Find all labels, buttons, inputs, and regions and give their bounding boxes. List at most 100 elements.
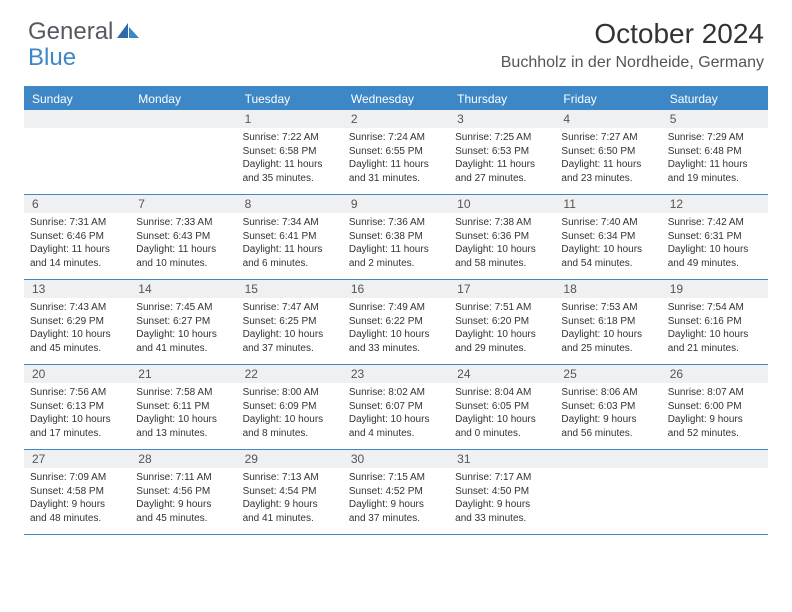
day-number: 12 (662, 195, 768, 213)
day-number: 5 (662, 110, 768, 128)
day-details: Sunrise: 8:00 AMSunset: 6:09 PMDaylight:… (237, 383, 343, 446)
sunset-text: Sunset: 6:13 PM (30, 400, 124, 414)
sunrise-text: Sunrise: 7:31 AM (30, 216, 124, 230)
day-details: Sunrise: 8:02 AMSunset: 6:07 PMDaylight:… (343, 383, 449, 446)
sunset-text: Sunset: 6:50 PM (561, 145, 655, 159)
day-number: 15 (237, 280, 343, 298)
day-details: Sunrise: 7:25 AMSunset: 6:53 PMDaylight:… (449, 128, 555, 191)
calendar-cell: 26Sunrise: 8:07 AMSunset: 6:00 PMDayligh… (662, 365, 768, 449)
day-number: 6 (24, 195, 130, 213)
day-details: Sunrise: 7:33 AMSunset: 6:43 PMDaylight:… (130, 213, 236, 276)
day-number: 17 (449, 280, 555, 298)
sunrise-text: Sunrise: 7:33 AM (136, 216, 230, 230)
sunrise-text: Sunrise: 8:04 AM (455, 386, 549, 400)
calendar-cell: 21Sunrise: 7:58 AMSunset: 6:11 PMDayligh… (130, 365, 236, 449)
calendar-cell: 30Sunrise: 7:15 AMSunset: 4:52 PMDayligh… (343, 450, 449, 534)
calendar: Sunday Monday Tuesday Wednesday Thursday… (24, 86, 768, 535)
sunset-text: Sunset: 6:31 PM (668, 230, 762, 244)
sunrise-text: Sunrise: 7:24 AM (349, 131, 443, 145)
sunset-text: Sunset: 6:53 PM (455, 145, 549, 159)
day-number: 13 (24, 280, 130, 298)
calendar-cell: 3Sunrise: 7:25 AMSunset: 6:53 PMDaylight… (449, 110, 555, 194)
day-details: Sunrise: 7:15 AMSunset: 4:52 PMDaylight:… (343, 468, 449, 531)
sunrise-text: Sunrise: 7:36 AM (349, 216, 443, 230)
day-number (662, 450, 768, 468)
month-title: October 2024 (501, 18, 764, 50)
calendar-cell: 18Sunrise: 7:53 AMSunset: 6:18 PMDayligh… (555, 280, 661, 364)
day-details: Sunrise: 7:54 AMSunset: 6:16 PMDaylight:… (662, 298, 768, 361)
day-number: 16 (343, 280, 449, 298)
day-number: 25 (555, 365, 661, 383)
day-details: Sunrise: 7:31 AMSunset: 6:46 PMDaylight:… (24, 213, 130, 276)
sunrise-text: Sunrise: 7:58 AM (136, 386, 230, 400)
daylight-text: Daylight: 10 hours and 13 minutes. (136, 413, 230, 440)
weekday-header: Tuesday (237, 88, 343, 110)
daylight-text: Daylight: 11 hours and 2 minutes. (349, 243, 443, 270)
calendar-cell (662, 450, 768, 534)
sunrise-text: Sunrise: 7:42 AM (668, 216, 762, 230)
calendar-cell: 17Sunrise: 7:51 AMSunset: 6:20 PMDayligh… (449, 280, 555, 364)
daylight-text: Daylight: 10 hours and 45 minutes. (30, 328, 124, 355)
day-details: Sunrise: 7:11 AMSunset: 4:56 PMDaylight:… (130, 468, 236, 531)
sunset-text: Sunset: 4:58 PM (30, 485, 124, 499)
sunset-text: Sunset: 4:54 PM (243, 485, 337, 499)
sunset-text: Sunset: 6:29 PM (30, 315, 124, 329)
daylight-text: Daylight: 9 hours and 56 minutes. (561, 413, 655, 440)
calendar-cell: 24Sunrise: 8:04 AMSunset: 6:05 PMDayligh… (449, 365, 555, 449)
calendar-cell: 5Sunrise: 7:29 AMSunset: 6:48 PMDaylight… (662, 110, 768, 194)
calendar-cell: 29Sunrise: 7:13 AMSunset: 4:54 PMDayligh… (237, 450, 343, 534)
day-details: Sunrise: 7:09 AMSunset: 4:58 PMDaylight:… (24, 468, 130, 531)
sunrise-text: Sunrise: 7:15 AM (349, 471, 443, 485)
daylight-text: Daylight: 11 hours and 23 minutes. (561, 158, 655, 185)
day-number: 1 (237, 110, 343, 128)
daylight-text: Daylight: 10 hours and 8 minutes. (243, 413, 337, 440)
day-number: 24 (449, 365, 555, 383)
sunrise-text: Sunrise: 7:34 AM (243, 216, 337, 230)
calendar-cell: 20Sunrise: 7:56 AMSunset: 6:13 PMDayligh… (24, 365, 130, 449)
day-details: Sunrise: 7:13 AMSunset: 4:54 PMDaylight:… (237, 468, 343, 531)
sunset-text: Sunset: 6:25 PM (243, 315, 337, 329)
calendar-cell (24, 110, 130, 194)
day-number: 9 (343, 195, 449, 213)
sunrise-text: Sunrise: 7:17 AM (455, 471, 549, 485)
weekday-header: Wednesday (343, 88, 449, 110)
calendar-cell: 22Sunrise: 8:00 AMSunset: 6:09 PMDayligh… (237, 365, 343, 449)
weekday-header: Sunday (24, 88, 130, 110)
sunrise-text: Sunrise: 7:25 AM (455, 131, 549, 145)
calendar-week: 6Sunrise: 7:31 AMSunset: 6:46 PMDaylight… (24, 195, 768, 280)
sunrise-text: Sunrise: 7:49 AM (349, 301, 443, 315)
daylight-text: Daylight: 10 hours and 17 minutes. (30, 413, 124, 440)
sunrise-text: Sunrise: 7:38 AM (455, 216, 549, 230)
logo: General (28, 18, 139, 46)
sunset-text: Sunset: 6:34 PM (561, 230, 655, 244)
sunset-text: Sunset: 6:41 PM (243, 230, 337, 244)
sunrise-text: Sunrise: 8:06 AM (561, 386, 655, 400)
day-details: Sunrise: 8:06 AMSunset: 6:03 PMDaylight:… (555, 383, 661, 446)
sunset-text: Sunset: 6:11 PM (136, 400, 230, 414)
day-details: Sunrise: 7:22 AMSunset: 6:58 PMDaylight:… (237, 128, 343, 191)
daylight-text: Daylight: 11 hours and 35 minutes. (243, 158, 337, 185)
daylight-text: Daylight: 9 hours and 37 minutes. (349, 498, 443, 525)
day-number: 7 (130, 195, 236, 213)
daylight-text: Daylight: 11 hours and 6 minutes. (243, 243, 337, 270)
weekday-header: Friday (555, 88, 661, 110)
day-details: Sunrise: 7:53 AMSunset: 6:18 PMDaylight:… (555, 298, 661, 361)
sunrise-text: Sunrise: 7:51 AM (455, 301, 549, 315)
day-number: 18 (555, 280, 661, 298)
calendar-week: 27Sunrise: 7:09 AMSunset: 4:58 PMDayligh… (24, 450, 768, 535)
sunrise-text: Sunrise: 7:27 AM (561, 131, 655, 145)
day-number: 22 (237, 365, 343, 383)
calendar-cell: 28Sunrise: 7:11 AMSunset: 4:56 PMDayligh… (130, 450, 236, 534)
day-details: Sunrise: 7:29 AMSunset: 6:48 PMDaylight:… (662, 128, 768, 191)
calendar-week: 1Sunrise: 7:22 AMSunset: 6:58 PMDaylight… (24, 110, 768, 195)
logo-word2: Blue (28, 44, 76, 72)
calendar-cell: 13Sunrise: 7:43 AMSunset: 6:29 PMDayligh… (24, 280, 130, 364)
day-number (130, 110, 236, 128)
sunrise-text: Sunrise: 7:09 AM (30, 471, 124, 485)
calendar-week: 20Sunrise: 7:56 AMSunset: 6:13 PMDayligh… (24, 365, 768, 450)
sunrise-text: Sunrise: 7:47 AM (243, 301, 337, 315)
daylight-text: Daylight: 10 hours and 49 minutes. (668, 243, 762, 270)
sunset-text: Sunset: 6:38 PM (349, 230, 443, 244)
weekday-header: Saturday (662, 88, 768, 110)
calendar-cell: 27Sunrise: 7:09 AMSunset: 4:58 PMDayligh… (24, 450, 130, 534)
